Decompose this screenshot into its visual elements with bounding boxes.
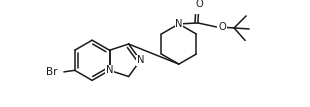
Text: N: N <box>106 65 113 75</box>
Text: N: N <box>175 19 183 29</box>
Text: O: O <box>219 22 226 32</box>
Text: Br: Br <box>46 67 58 77</box>
Text: O: O <box>195 0 203 9</box>
Text: N: N <box>137 55 144 65</box>
